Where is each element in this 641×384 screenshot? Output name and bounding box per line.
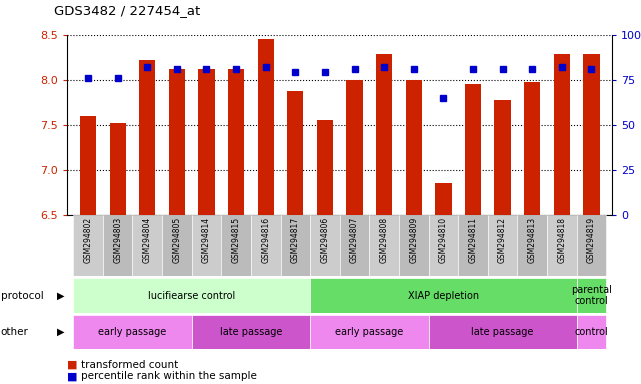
Text: protocol: protocol bbox=[1, 291, 44, 301]
Bar bbox=[406, 80, 422, 215]
Text: ▶: ▶ bbox=[56, 327, 64, 337]
Bar bbox=[577, 215, 606, 276]
Bar bbox=[317, 120, 333, 215]
Text: GSM294805: GSM294805 bbox=[172, 217, 181, 263]
Bar bbox=[310, 215, 340, 276]
Bar bbox=[429, 215, 458, 276]
Text: parental
control: parental control bbox=[571, 285, 612, 306]
Bar bbox=[547, 215, 577, 276]
Bar bbox=[251, 215, 281, 276]
Bar bbox=[192, 315, 310, 349]
Text: GSM294804: GSM294804 bbox=[143, 217, 152, 263]
Bar bbox=[577, 315, 606, 349]
Text: GSM294813: GSM294813 bbox=[528, 217, 537, 263]
Bar bbox=[517, 215, 547, 276]
Bar bbox=[162, 215, 192, 276]
Bar bbox=[369, 215, 399, 276]
Bar bbox=[488, 215, 517, 276]
Bar bbox=[73, 315, 192, 349]
Bar bbox=[346, 80, 363, 215]
Text: GSM294803: GSM294803 bbox=[113, 217, 122, 263]
Bar bbox=[524, 83, 540, 215]
Text: ■: ■ bbox=[67, 360, 78, 370]
Bar bbox=[465, 84, 481, 215]
Text: GSM294812: GSM294812 bbox=[498, 217, 507, 263]
Text: GSM294806: GSM294806 bbox=[320, 217, 329, 263]
Text: GSM294802: GSM294802 bbox=[83, 217, 92, 263]
Text: other: other bbox=[1, 327, 28, 337]
Bar bbox=[310, 315, 429, 349]
Bar bbox=[73, 215, 103, 276]
Bar bbox=[192, 215, 221, 276]
Bar bbox=[258, 39, 274, 215]
Bar bbox=[583, 55, 599, 215]
Text: GSM294807: GSM294807 bbox=[350, 217, 359, 263]
Bar bbox=[577, 278, 606, 313]
Bar bbox=[310, 278, 577, 313]
Bar bbox=[340, 215, 369, 276]
Text: ■: ■ bbox=[67, 371, 78, 381]
Text: XIAP depletion: XIAP depletion bbox=[408, 291, 479, 301]
Text: control: control bbox=[574, 327, 608, 337]
Text: GSM294814: GSM294814 bbox=[202, 217, 211, 263]
Bar bbox=[281, 215, 310, 276]
Bar bbox=[554, 55, 570, 215]
Bar bbox=[494, 101, 511, 215]
Text: late passage: late passage bbox=[471, 327, 534, 337]
Bar bbox=[169, 69, 185, 215]
Text: GSM294817: GSM294817 bbox=[291, 217, 300, 263]
Bar bbox=[399, 215, 429, 276]
Text: GSM294808: GSM294808 bbox=[379, 217, 388, 263]
Text: percentile rank within the sample: percentile rank within the sample bbox=[81, 371, 257, 381]
Text: GSM294816: GSM294816 bbox=[261, 217, 271, 263]
Bar bbox=[287, 91, 303, 215]
Text: late passage: late passage bbox=[220, 327, 282, 337]
Text: GSM294810: GSM294810 bbox=[439, 217, 448, 263]
Text: GSM294811: GSM294811 bbox=[469, 217, 478, 263]
Bar bbox=[103, 215, 133, 276]
Text: lucifiearse control: lucifiearse control bbox=[148, 291, 235, 301]
Text: GSM294815: GSM294815 bbox=[231, 217, 240, 263]
Bar bbox=[228, 69, 244, 215]
Bar bbox=[458, 215, 488, 276]
Text: early passage: early passage bbox=[98, 327, 167, 337]
Text: GDS3482 / 227454_at: GDS3482 / 227454_at bbox=[54, 4, 201, 17]
Text: GSM294809: GSM294809 bbox=[409, 217, 419, 263]
Text: ▶: ▶ bbox=[56, 291, 64, 301]
Bar bbox=[435, 184, 451, 215]
Bar bbox=[73, 278, 310, 313]
Bar bbox=[110, 123, 126, 215]
Bar bbox=[80, 116, 96, 215]
Bar bbox=[221, 215, 251, 276]
Text: GSM294818: GSM294818 bbox=[557, 217, 566, 263]
Text: GSM294819: GSM294819 bbox=[587, 217, 596, 263]
Bar bbox=[139, 60, 155, 215]
Bar bbox=[198, 69, 215, 215]
Text: early passage: early passage bbox=[335, 327, 403, 337]
Bar bbox=[429, 315, 577, 349]
Text: transformed count: transformed count bbox=[81, 360, 179, 370]
Bar bbox=[133, 215, 162, 276]
Bar bbox=[376, 55, 392, 215]
